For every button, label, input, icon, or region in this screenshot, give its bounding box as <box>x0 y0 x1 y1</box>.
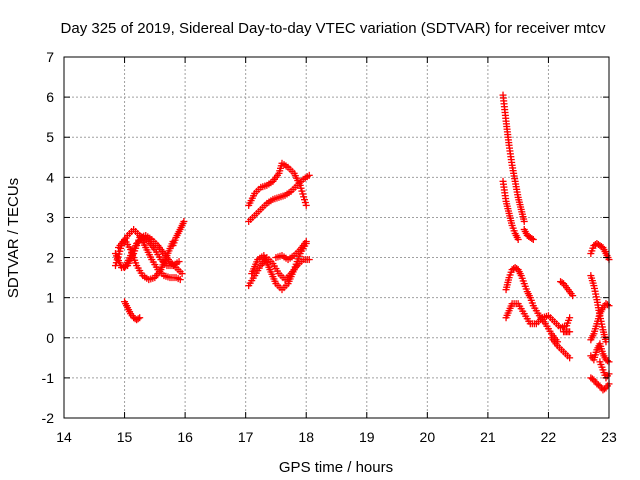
data-point <box>302 238 310 246</box>
y-tick-label: 6 <box>46 89 54 105</box>
x-tick-label: 23 <box>601 429 617 445</box>
y-tick-label: 0 <box>46 330 54 346</box>
data-point <box>588 375 596 383</box>
data-points <box>111 91 613 394</box>
data-point <box>305 256 313 264</box>
x-tick-label: 19 <box>359 429 375 445</box>
data-point <box>602 338 610 346</box>
x-axis-label: GPS time / hours <box>279 459 393 476</box>
data-point <box>603 357 611 365</box>
data-point <box>603 301 611 309</box>
y-tick-label: 5 <box>46 129 54 145</box>
y-tick-label: 4 <box>46 169 54 185</box>
x-tick-label: 21 <box>480 429 496 445</box>
grid-lines <box>64 57 609 418</box>
x-tick-label: 16 <box>177 429 193 445</box>
y-tick-labels: -2 -1 0 1 2 3 4 5 6 7 <box>42 49 55 426</box>
data-point <box>600 385 608 393</box>
y-tick-label: -2 <box>42 410 55 426</box>
data-point <box>305 171 313 179</box>
y-tick-label: 3 <box>46 209 54 225</box>
y-tick-label: 1 <box>46 290 54 306</box>
data-point <box>529 236 537 244</box>
y-tick-label: 2 <box>46 250 54 266</box>
x-tick-label: 14 <box>56 429 72 445</box>
data-point <box>520 217 528 225</box>
data-point <box>558 279 566 287</box>
data-point <box>134 315 142 323</box>
x-tick-label: 18 <box>298 429 314 445</box>
x-tick-label: 15 <box>117 429 133 445</box>
x-tick-label: 17 <box>238 429 254 445</box>
chart-title: Day 325 of 2019, Sidereal Day-to-day VTE… <box>61 20 606 37</box>
x-tick-label: 22 <box>541 429 557 445</box>
data-point <box>594 381 602 389</box>
data-point <box>180 217 188 225</box>
data-point <box>566 354 574 362</box>
data-point <box>176 276 184 284</box>
data-point <box>566 314 574 322</box>
axis-ticks <box>63 56 610 419</box>
data-point <box>175 258 183 266</box>
data-point <box>528 235 536 243</box>
x-tick-label: 20 <box>420 429 436 445</box>
y-tick-label: -1 <box>42 370 55 386</box>
data-point <box>566 328 574 336</box>
x-tick-labels: 14 15 16 17 18 19 20 21 22 23 <box>56 429 617 445</box>
data-point <box>302 201 310 209</box>
plot-frame <box>63 56 610 419</box>
data-point <box>514 236 522 244</box>
y-axis-label: SDTVAR / TECUs <box>5 178 22 298</box>
y-tick-label: 7 <box>46 49 54 65</box>
data-point <box>136 314 144 322</box>
data-point <box>178 270 186 278</box>
data-point <box>569 292 577 300</box>
